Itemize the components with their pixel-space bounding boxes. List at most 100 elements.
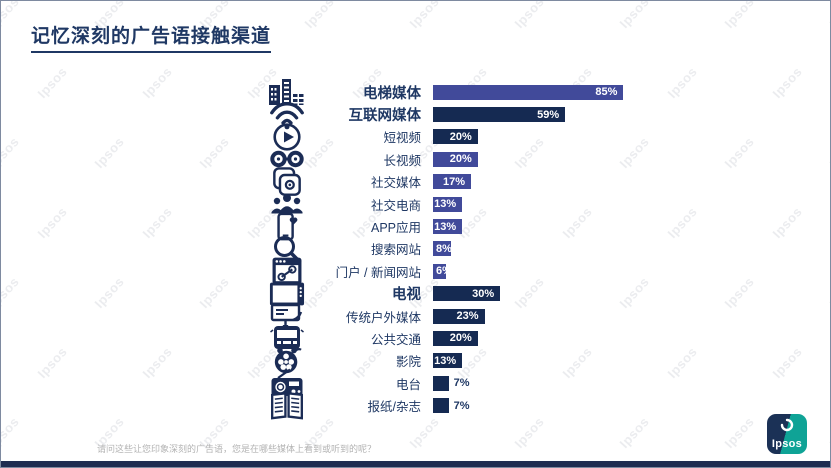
- ipsos-logo-text: Ipsos: [771, 438, 803, 450]
- watermark-text: Ipsos: [826, 133, 831, 172]
- bar-cell: 20%: [433, 151, 821, 167]
- watermark-text: Ipsos: [406, 413, 443, 452]
- footer-strip: [1, 461, 830, 467]
- row-label: 社交电商: [370, 198, 421, 213]
- survey-question-footnote: 请问这些让您印象深刻的广告语，您是在哪些媒体上看到或听到的呢？: [97, 444, 377, 454]
- bar-cell: 20%: [433, 330, 821, 346]
- row-label: 传统户外媒体: [345, 310, 421, 325]
- bar-value-label: 20%: [449, 130, 472, 143]
- bar-value-label: 7%: [453, 399, 470, 412]
- bar-cell: 7%: [433, 375, 821, 391]
- bar-value-label: 13%: [434, 354, 457, 367]
- bar-value-label: 13%: [434, 220, 457, 233]
- bar-value-label: 17%: [443, 175, 466, 188]
- watermark-text: Ipsos: [826, 273, 831, 312]
- row-label: 电视: [392, 287, 421, 304]
- watermark-text: Ipsos: [139, 203, 176, 242]
- chart-row: 长视频 20%: [265, 148, 821, 170]
- chart-row: 互联网媒体 59%: [265, 103, 821, 125]
- bar-value-label: 23%: [456, 310, 479, 323]
- bar-value-label: 20%: [449, 332, 472, 345]
- bar: 30%: [433, 286, 501, 302]
- watermark-text: Ipsos: [406, 0, 443, 32]
- bar: 23%: [433, 308, 485, 324]
- chart-row: 电梯媒体 85%: [265, 81, 821, 103]
- chart-row: APP应用 13%: [265, 215, 821, 237]
- bar: 8%: [433, 241, 452, 257]
- bar-cell: 13%: [433, 196, 821, 212]
- bar-value-label: 13%: [434, 198, 457, 211]
- watermark-text: Ipsos: [301, 0, 338, 32]
- watermark-text: Ipsos: [616, 413, 653, 452]
- bar-value-label: 59%: [537, 108, 560, 121]
- bar-value-label: 85%: [595, 86, 618, 99]
- slide-title: 记忆深刻的广告语接触渠道: [31, 21, 272, 53]
- bar: 13%: [433, 196, 463, 212]
- watermark-text: Ipsos: [721, 413, 758, 452]
- row-label: 电台: [395, 377, 421, 392]
- bar-chart: 电梯媒体 85% 互联网媒体 59% 短视频 20%: [265, 81, 821, 417]
- row-label: 搜索网站: [370, 243, 421, 258]
- row-label: 短视频: [383, 131, 421, 146]
- bar-cell: 7%: [433, 398, 821, 414]
- row-label: 互联网媒体: [348, 108, 422, 125]
- watermark-text: Ipsos: [34, 63, 71, 102]
- watermark-text: Ipsos: [91, 273, 128, 312]
- chart-row: 社交媒体 17%: [265, 171, 821, 193]
- chart-row: 短视频 20%: [265, 126, 821, 148]
- bar: 20%: [433, 129, 478, 145]
- bar: 85%: [433, 84, 624, 100]
- bar-cell: 13%: [433, 219, 821, 235]
- row-label: 影院: [395, 355, 421, 370]
- chart-row: 影院 13%: [265, 350, 821, 372]
- watermark-text: Ipsos: [91, 133, 128, 172]
- bar-value-label: 20%: [449, 153, 472, 166]
- bar: 6%: [433, 263, 452, 279]
- bar-cell: 30%: [433, 286, 821, 302]
- watermark-text: Ipsos: [826, 0, 831, 32]
- chart-row: 电台 7%: [265, 372, 821, 394]
- row-label: 电梯媒体: [363, 85, 421, 102]
- bar-cell: 59%: [433, 107, 821, 123]
- open-book-icon: [265, 391, 309, 421]
- chart-row: 传统户外媒体 23%: [265, 305, 821, 327]
- chart-row: 门户 / 新闻网站 6%: [265, 260, 821, 282]
- bar-cell: 85%: [433, 84, 821, 100]
- chart-row: 搜索网站 8%: [265, 238, 821, 260]
- bar: 13%: [433, 219, 463, 235]
- watermark-text: Ipsos: [0, 0, 23, 32]
- chart-row: 公共交通 20%: [265, 327, 821, 349]
- ipsos-logo: Ipsos: [767, 414, 807, 454]
- watermark-text: Ipsos: [616, 0, 653, 32]
- bar-cell: 17%: [433, 174, 821, 190]
- row-label: APP应用: [370, 221, 421, 236]
- bar-cell: 20%: [433, 129, 821, 145]
- watermark-text: Ipsos: [0, 413, 23, 452]
- watermark-text: Ipsos: [0, 133, 23, 172]
- row-label: 公共交通: [370, 332, 421, 347]
- bar-cell: 8%: [433, 241, 821, 257]
- chart-row: 社交电商 13%: [265, 193, 821, 215]
- chart-row: 报纸/杂志 7%: [265, 394, 821, 416]
- bar: [433, 375, 449, 391]
- row-label: 长视频: [383, 153, 421, 168]
- watermark-text: Ipsos: [196, 133, 233, 172]
- bar: 13%: [433, 353, 463, 369]
- bar-cell: 13%: [433, 353, 821, 369]
- bar-value-label: 7%: [453, 377, 470, 390]
- watermark-text: Ipsos: [826, 413, 831, 452]
- bar-cell: 23%: [433, 308, 821, 324]
- row-label: 报纸/杂志: [367, 400, 421, 415]
- row-label: 社交媒体: [370, 176, 421, 191]
- watermark-text: Ipsos: [511, 413, 548, 452]
- bar: 59%: [433, 107, 566, 123]
- chart-row: 电视 30%: [265, 283, 821, 305]
- bar-cell: 6%: [433, 263, 821, 279]
- watermark-text: Ipsos: [721, 0, 758, 32]
- watermark-text: Ipsos: [34, 203, 71, 242]
- watermark-text: Ipsos: [511, 0, 548, 32]
- bar-value-label: 30%: [472, 287, 495, 300]
- watermark-text: Ipsos: [139, 63, 176, 102]
- bar: [433, 398, 449, 414]
